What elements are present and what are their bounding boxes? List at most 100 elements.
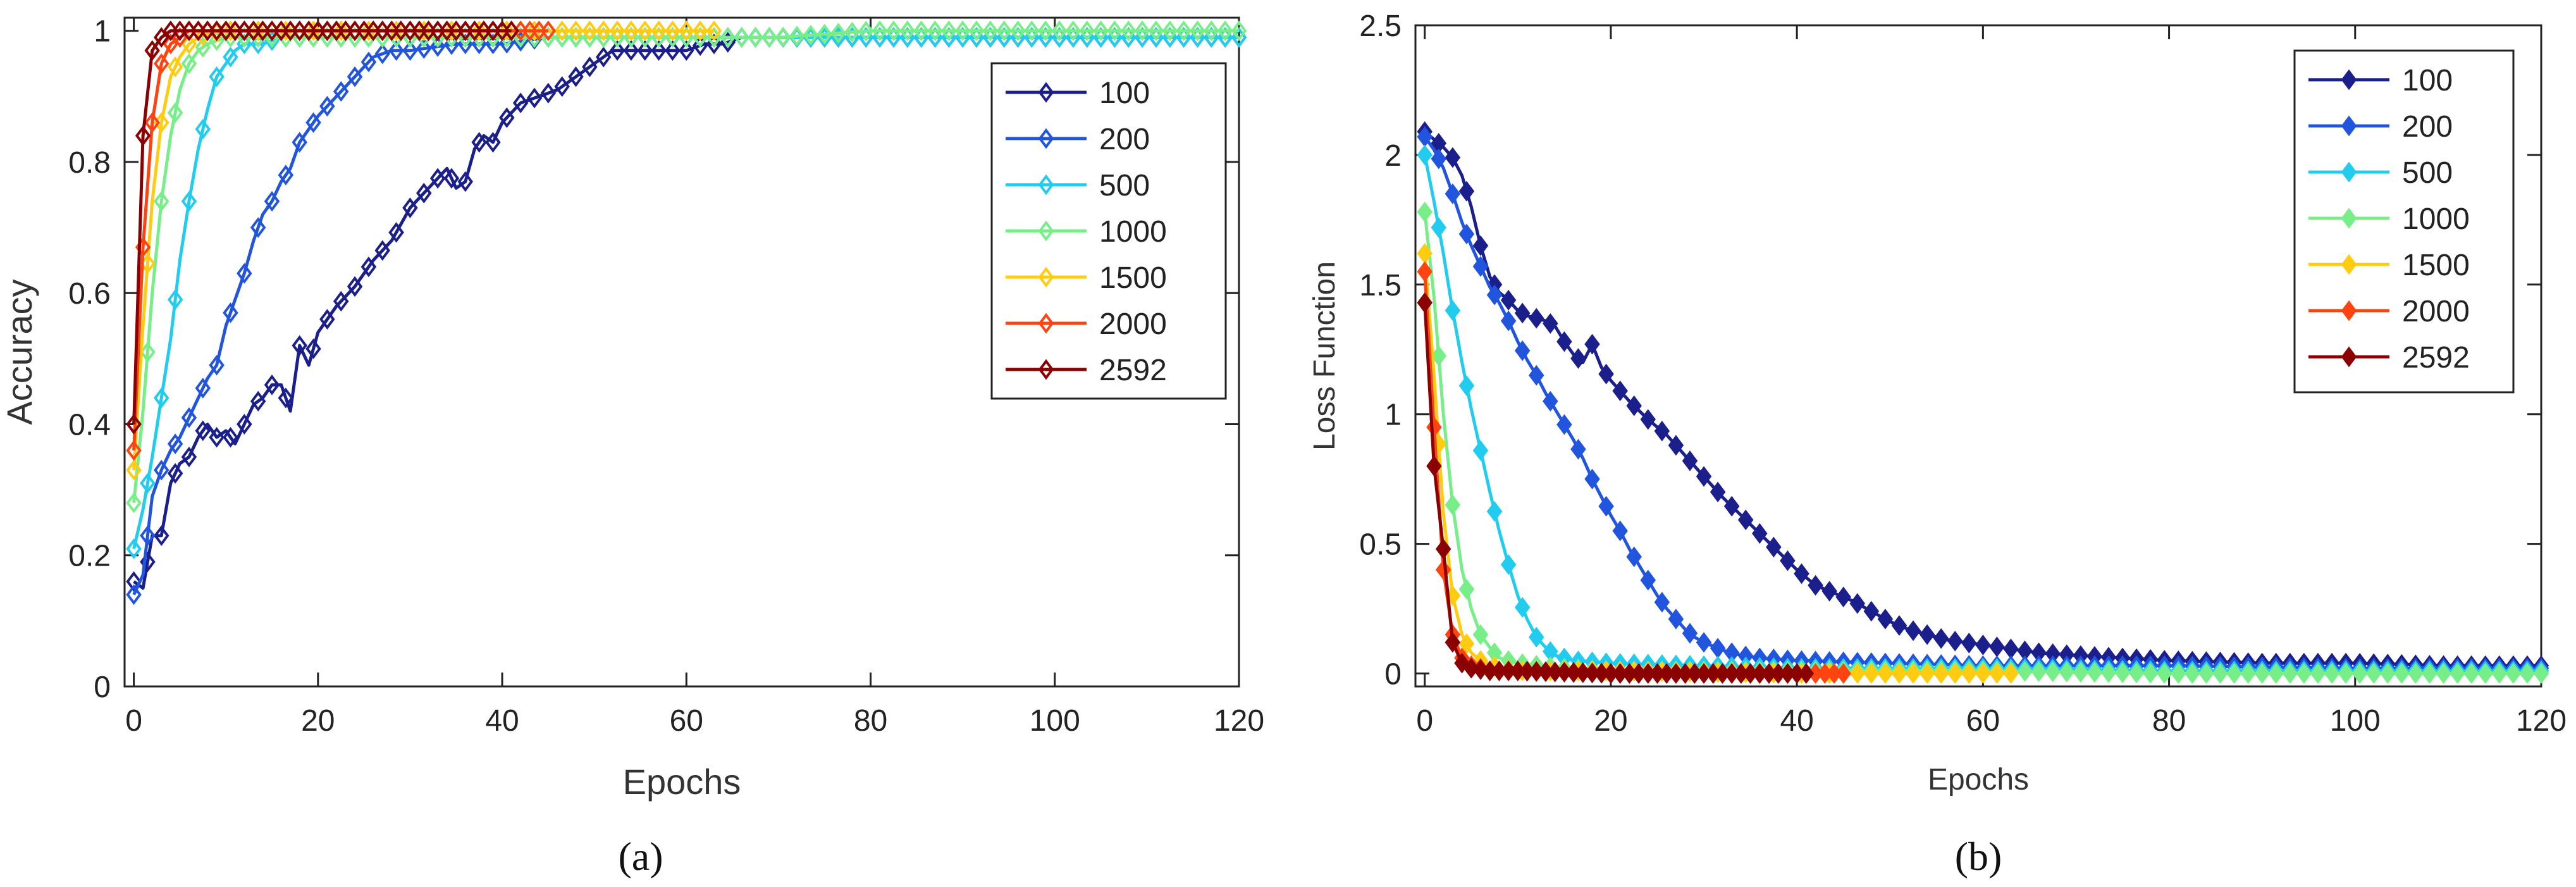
data-point [361, 256, 377, 278]
data-point [1472, 256, 1489, 277]
data-point [1458, 578, 1475, 600]
data-point [1134, 20, 1150, 42]
legend-item: 1000 [1006, 215, 1167, 249]
data-point [582, 20, 598, 42]
data-point [1556, 331, 1572, 352]
data-point [2100, 662, 2117, 683]
x-tick-label: 100 [2330, 704, 2381, 738]
data-point [1472, 440, 1489, 461]
x-axis-label: Epochs [1928, 763, 2029, 797]
y-tick-label: 1 [1384, 399, 1402, 432]
data-point [1891, 663, 1907, 684]
data-point [181, 34, 197, 54]
data-point [1204, 20, 1219, 42]
data-point [803, 25, 819, 46]
legend-item: 2592 [2308, 341, 2470, 375]
data-point [2156, 663, 2172, 684]
data-point [223, 20, 238, 42]
data-point [1472, 624, 1489, 645]
data-point [830, 23, 846, 44]
data-point [471, 20, 487, 42]
data-point [2380, 663, 2396, 684]
data-point [1472, 235, 1489, 256]
data-point [1486, 284, 1503, 306]
data-point [568, 66, 584, 87]
data-point [1148, 20, 1164, 42]
data-point [1766, 537, 1782, 558]
data-point [181, 446, 197, 468]
data-point [1975, 635, 1991, 655]
data-point [1961, 663, 1977, 684]
data-point [1065, 20, 1082, 42]
data-point [1528, 626, 1544, 648]
data-point [140, 473, 156, 494]
data-point [526, 87, 543, 109]
data-point [1947, 630, 1963, 652]
data-point [1877, 663, 1894, 684]
data-point [388, 20, 404, 42]
data-point [1794, 563, 1809, 585]
data-point [2031, 661, 2047, 682]
data-point [402, 40, 418, 61]
data-point [195, 420, 211, 442]
data-point [1933, 628, 1949, 649]
data-point [1723, 495, 1740, 517]
data-point [1176, 20, 1192, 42]
data-point [637, 20, 653, 42]
data-point [665, 40, 681, 61]
data-point [1961, 633, 1977, 654]
legend-item: 500 [1006, 169, 1150, 202]
y-tick-label: 2.5 [1359, 9, 1402, 43]
data-point [319, 96, 335, 117]
chart-loss-function: 0 20 40 60 80 100 120 0 0.5 1 1.5 2 2.5 Epochs Loss Fu… [1308, 9, 2567, 879]
legend-label: 500 [1099, 169, 1150, 202]
data-point [153, 459, 169, 481]
data-point [1612, 380, 1628, 402]
data-point [1543, 313, 1558, 334]
data-point [1445, 183, 1461, 204]
data-point [374, 240, 390, 261]
data-point [1514, 302, 1531, 324]
data-point [1431, 148, 1447, 170]
data-point [167, 56, 183, 78]
data-point [223, 302, 238, 323]
data-point [305, 20, 321, 42]
legend-item: 1500 [1006, 261, 1167, 295]
data-point [1417, 201, 1433, 223]
data-point [2268, 663, 2284, 684]
data-point [1598, 363, 1614, 385]
data-point [126, 538, 142, 559]
legend-item: 2592 [1006, 354, 1167, 387]
data-point [913, 20, 929, 42]
data-point [1445, 147, 1461, 168]
data-point [2073, 662, 2089, 683]
panel-caption: (a) [618, 834, 663, 879]
data-point [1190, 20, 1205, 42]
data-point [305, 112, 321, 133]
data-point [1654, 421, 1670, 442]
data-point [1570, 438, 1586, 460]
data-point [954, 20, 971, 42]
data-point [361, 20, 377, 42]
legend-item: 100 [2308, 64, 2453, 97]
data-point [1863, 663, 1880, 684]
data-point [163, 34, 179, 54]
legend-label: 100 [2402, 64, 2453, 97]
data-point [140, 525, 156, 546]
data-point [844, 22, 860, 43]
data-point [237, 263, 252, 284]
data-point [568, 20, 584, 42]
y-axis-label: Loss Function [1308, 261, 1341, 450]
legend-item: 1000 [2308, 202, 2470, 236]
x-tick-label: 0 [1416, 704, 1433, 738]
legend-marker [1038, 128, 1054, 149]
data-point [1162, 20, 1178, 42]
data-point [2017, 661, 2033, 682]
data-point [278, 20, 294, 42]
data-point [679, 40, 694, 61]
data-point [1710, 481, 1726, 502]
data-point [1584, 333, 1600, 355]
data-point [305, 338, 321, 359]
x-tick-label: 40 [1780, 704, 1813, 738]
data-point [554, 76, 570, 97]
